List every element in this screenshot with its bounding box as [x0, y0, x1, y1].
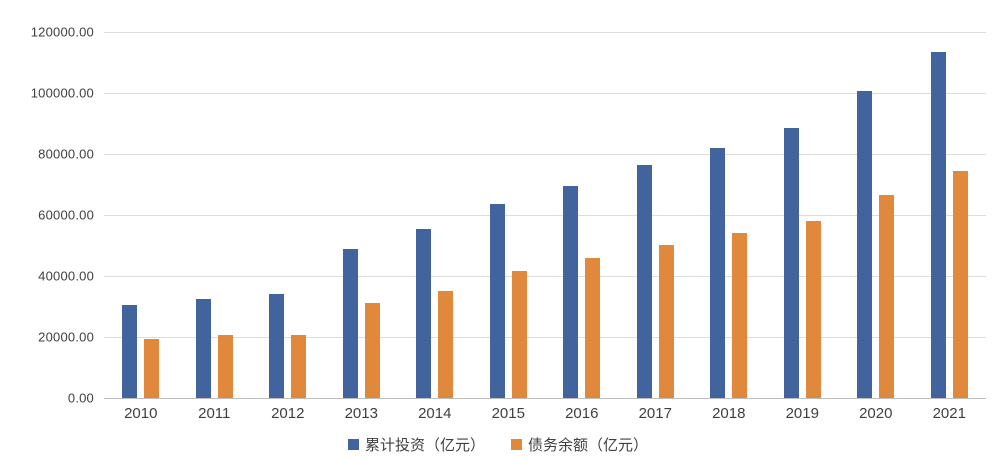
legend-item-series1: 累计投资（亿元） — [347, 434, 485, 455]
x-tick-label-2020: 2020 — [859, 405, 893, 422]
bar-series1-2015 — [489, 204, 505, 398]
bar-series2-2014 — [438, 291, 454, 398]
bar-group-2018 — [692, 32, 766, 398]
y-tick-label: 40000.00 — [38, 268, 94, 284]
y-tick-label: 0.00 — [67, 390, 94, 406]
bar-series1-2013 — [342, 248, 358, 398]
bar-group-2012 — [251, 32, 325, 398]
bar-group-2015 — [472, 32, 546, 398]
bar-series2-2018 — [732, 233, 748, 398]
bar-series2-2020 — [879, 195, 895, 398]
bar-group-2016 — [545, 32, 619, 398]
y-tick-label: 100000.00 — [30, 85, 94, 101]
gridline — [104, 154, 986, 155]
y-tick-label: 20000.00 — [38, 329, 94, 345]
y-axis: 120000.00 100000.00 80000.00 60000.00 40000.… — [10, 25, 104, 406]
bar-group-2017 — [619, 32, 693, 398]
legend-label: 累计投资（亿元） — [364, 437, 485, 454]
y-tick-label: 120000.00 — [30, 24, 94, 40]
x-labels: 2010 2011 2012 2013 2014 2015 2016 2017 2018 2019… — [104, 398, 986, 422]
legend: 累计投资（亿元） 债务余额（亿元） — [10, 434, 986, 455]
bar-series1-2012 — [269, 294, 285, 398]
legend-swatch-icon — [511, 439, 522, 450]
x-tick-label-2013: 2013 — [344, 405, 378, 422]
chart-body: 120000.00 100000.00 80000.00 60000.00 40000.… — [10, 25, 986, 406]
bar-series2-2019 — [805, 220, 821, 398]
bar-series1-2017 — [636, 164, 652, 398]
x-tick-label-2011: 2011 — [198, 405, 231, 422]
bar-group-2019 — [766, 32, 840, 398]
bar-series1-2010 — [122, 304, 138, 398]
x-tick-label-2012: 2012 — [271, 405, 305, 422]
bar-series1-2011 — [195, 298, 211, 398]
bar-group-2013 — [325, 32, 399, 398]
x-tick-label-2018: 2018 — [712, 405, 746, 422]
gridline — [104, 215, 986, 216]
x-tick-label-2021: 2021 — [932, 405, 966, 422]
x-axis-line — [104, 398, 986, 399]
gridline — [104, 276, 986, 277]
legend-label: 债务余额（亿元） — [528, 437, 649, 454]
bar-series1-2016 — [563, 186, 579, 398]
y-tick-label: 60000.00 — [38, 207, 94, 223]
bar-series2-2013 — [364, 302, 380, 398]
bar-groups — [104, 32, 986, 398]
x-axis: 2010 2011 2012 2013 2014 2015 2016 2017 2018 2019… — [10, 398, 986, 422]
bar-series2-2011 — [217, 335, 233, 398]
x-tick-label-2017: 2017 — [638, 405, 672, 422]
bar-series1-2020 — [857, 91, 873, 398]
bar-series2-2017 — [658, 244, 674, 398]
x-tick-label-2019: 2019 — [785, 405, 819, 422]
x-tick-label-2014: 2014 — [418, 405, 452, 422]
gridline — [104, 93, 986, 94]
bar-series1-2018 — [710, 147, 726, 398]
bar-series2-2010 — [144, 338, 160, 398]
legend-swatch-icon — [347, 439, 359, 450]
bar-series1-2014 — [416, 228, 432, 398]
x-tick-label-2010: 2010 — [124, 405, 158, 422]
x-tick-label-2015: 2015 — [491, 405, 525, 422]
bar-series2-2016 — [585, 257, 601, 398]
gridline — [104, 32, 986, 33]
legend-item-series2: 债务余额（亿元） — [511, 434, 648, 455]
bar-group-2020 — [839, 32, 913, 398]
bar-group-2010 — [104, 32, 178, 398]
bar-group-2021 — [913, 32, 987, 398]
bar-series2-2012 — [291, 334, 307, 398]
plot-area — [104, 32, 986, 399]
bar-series1-2019 — [783, 128, 799, 398]
bar-group-2014 — [398, 32, 472, 398]
bar-group-2011 — [178, 32, 252, 398]
gridline — [104, 337, 986, 338]
y-tick-label: 80000.00 — [38, 146, 94, 162]
bar-series2-2015 — [511, 271, 527, 398]
x-tick-label-2016: 2016 — [565, 405, 599, 422]
bar-series1-2021 — [930, 51, 946, 398]
bar-series2-2021 — [952, 170, 968, 398]
